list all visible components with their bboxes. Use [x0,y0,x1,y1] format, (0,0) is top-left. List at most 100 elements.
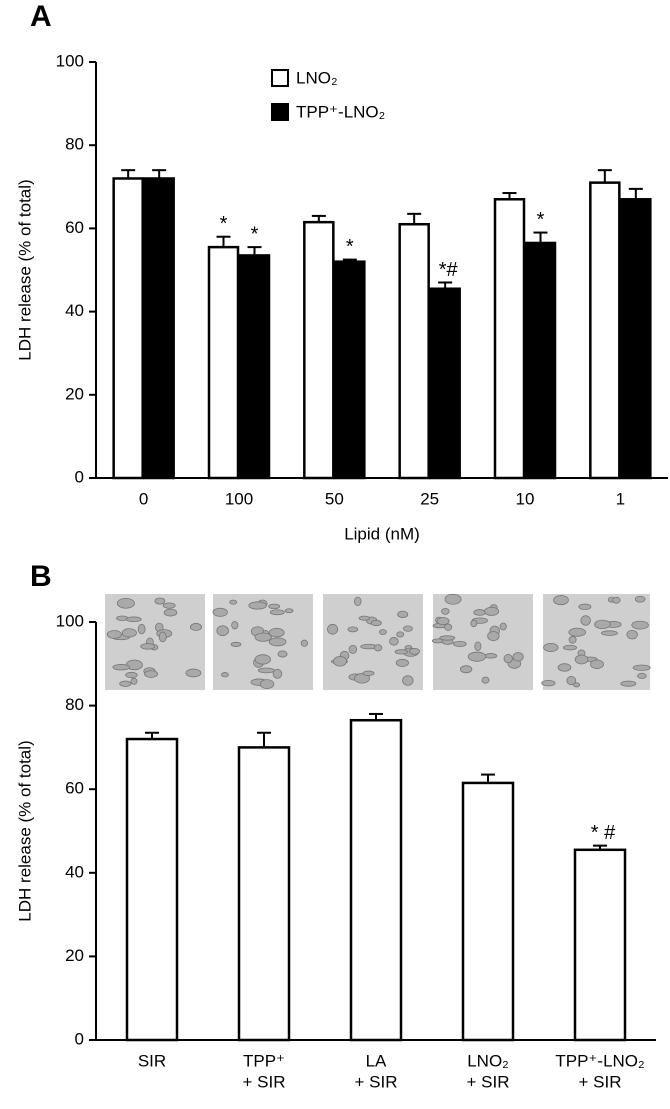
bar [620,198,652,480]
cell [594,619,611,630]
y-tick-label: 0 [75,467,84,486]
cell [268,627,285,638]
annotation: * # [591,822,616,844]
cell [373,644,383,652]
cell [284,608,294,614]
annotation: * [251,223,259,245]
x-tick-label: 100 [225,489,253,508]
bar [589,181,621,480]
cell [481,676,490,684]
cell [474,641,482,652]
bar [143,177,175,480]
bar [429,287,461,480]
cell [231,620,239,630]
x-tick-label: 10 [516,489,535,508]
bar [112,177,144,480]
cell [259,679,275,690]
cell [574,654,589,665]
cell [389,637,399,646]
micrograph [213,594,313,690]
legend-swatch [271,69,289,87]
cell [631,620,649,630]
cell [348,644,358,654]
bar [461,781,515,1042]
cell [396,631,405,638]
cell [119,680,132,687]
x-tick-label: 50 [325,489,344,508]
cell [467,651,487,662]
y-tick-label: 20 [65,946,84,965]
cell [397,610,409,618]
cell [130,677,138,685]
cell [573,682,581,688]
cell [487,631,500,642]
bar [237,746,291,1042]
y-tick-label: 80 [65,135,84,154]
cell [395,658,409,667]
bar [398,222,430,480]
y-tick-label: 100 [56,51,84,70]
cell [394,649,408,655]
cell [470,619,478,628]
cell [354,673,370,684]
panel-label: B [30,560,52,593]
cell [327,623,339,635]
legend-label: LNO₂ [296,68,338,87]
bar [207,245,240,480]
bar [349,718,403,1042]
x-tick-label: 25 [420,489,439,508]
cell [499,622,507,631]
cell [590,659,604,669]
cell [580,615,591,626]
bar [303,220,335,480]
y-tick-label: 40 [65,301,84,320]
annotation: * [537,209,545,231]
bar [524,241,557,480]
y-tick-label: 0 [75,1029,84,1048]
x-tick-label: LA [366,1051,387,1070]
cell [112,664,131,671]
cell [277,650,288,658]
cell [503,654,513,664]
cell [557,663,572,672]
cell [632,664,651,671]
cell [137,623,146,635]
bar [125,737,179,1042]
cell [257,667,275,674]
cell [543,643,559,652]
cell [300,639,308,647]
x-tick-label: TPP⁺-LNO₂ [555,1051,644,1070]
cell [568,627,587,637]
x-tick-label: 1 [616,489,625,508]
y-axis-label: LDH release (% of total) [15,740,34,921]
cell [268,637,287,647]
legend-swatch [271,103,289,121]
y-tick-label: 100 [56,611,84,630]
cell [185,668,202,678]
cell [578,603,592,610]
cell [484,653,498,659]
cell [444,623,453,631]
y-tick-label: 20 [65,384,84,403]
cell [568,635,577,644]
bar [493,198,526,480]
cell [125,616,142,623]
cell [144,670,158,678]
cell [512,652,524,662]
annotation: * [220,213,228,235]
cell [230,641,242,647]
annotation: *# [439,259,459,281]
cell [254,654,271,665]
cell [106,630,122,639]
legend-label: TPP⁺-LNO₂ [296,102,385,121]
cell [444,593,462,605]
cell [370,619,382,627]
cell [163,608,178,617]
annotation: * [346,236,354,258]
cell [626,629,638,640]
cell [459,665,473,674]
cell [216,625,229,637]
cell [453,640,467,647]
cell [140,643,156,650]
cell [403,625,413,632]
